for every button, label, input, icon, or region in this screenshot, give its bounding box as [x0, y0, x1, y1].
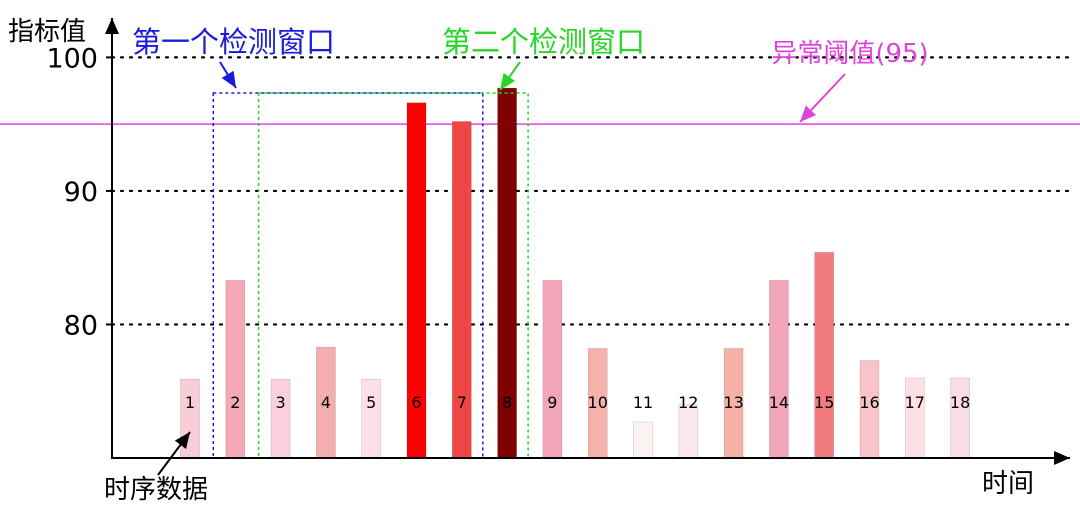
window-box-1: [213, 93, 483, 458]
category-label-4: 4: [321, 393, 331, 412]
category-label-16: 16: [859, 393, 879, 412]
category-label-2: 2: [230, 393, 240, 412]
x-axis-head: [1054, 451, 1070, 465]
category-label-9: 9: [547, 393, 557, 412]
window-label-2: 第二个检测窗口: [442, 25, 645, 59]
window-label-1: 第一个检测窗口: [132, 25, 335, 59]
category-label-7: 7: [457, 393, 467, 412]
category-label-14: 14: [769, 393, 789, 412]
bar-11: [634, 422, 653, 458]
bar-15: [815, 252, 834, 458]
window-box-2: [259, 93, 528, 458]
category-label-11: 11: [633, 393, 653, 412]
bar-12: [679, 405, 698, 458]
y-axis-head: [105, 18, 119, 34]
category-label-18: 18: [950, 393, 970, 412]
threshold-label: 异常阈值(95): [771, 39, 928, 69]
category-label-15: 15: [814, 393, 834, 412]
bar-17: [905, 378, 924, 458]
bar-5: [362, 379, 381, 458]
category-label-1: 1: [185, 393, 195, 412]
time-series-annotation: 时序数据: [104, 475, 208, 505]
bar-2: [226, 280, 245, 458]
category-label-5: 5: [366, 393, 376, 412]
window-arrow-1-head: [222, 71, 236, 88]
category-label-8: 8: [502, 393, 512, 412]
ytick-label-80: 80: [64, 310, 98, 341]
ytick-label-100: 100: [46, 43, 98, 74]
category-label-13: 13: [723, 393, 743, 412]
grid-lines: [112, 57, 1070, 324]
window-arrow-2-head: [500, 73, 515, 90]
category-label-3: 3: [276, 393, 286, 412]
category-label-10: 10: [588, 393, 608, 412]
bars-group: [181, 88, 970, 458]
x-axis-title: 时间: [982, 469, 1034, 499]
y-axis-title: 指标值: [8, 17, 86, 47]
category-label-12: 12: [678, 393, 698, 412]
ytick-label-90: 90: [64, 177, 98, 208]
bar-18: [951, 378, 970, 458]
category-label-6: 6: [411, 393, 421, 412]
bar-14: [769, 280, 788, 458]
bar-9: [543, 280, 562, 458]
category-label-17: 17: [905, 393, 925, 412]
bar-3: [271, 379, 290, 458]
